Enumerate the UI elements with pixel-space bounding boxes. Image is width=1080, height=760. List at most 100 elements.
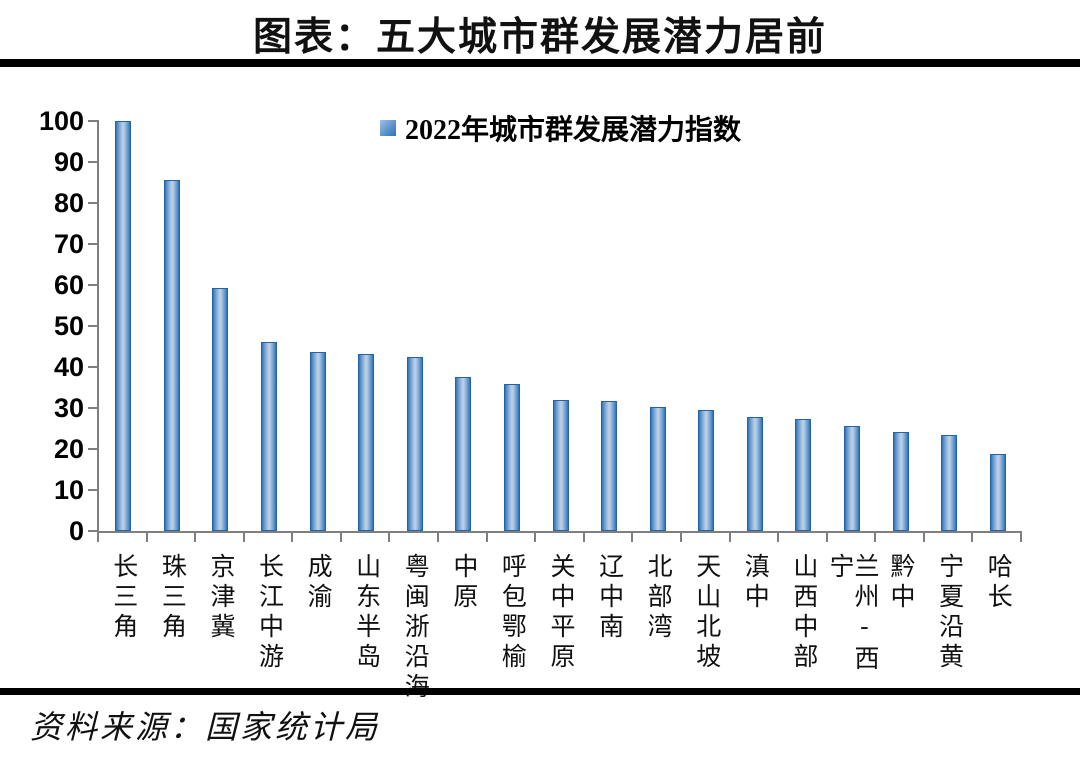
x-axis-category: 中原	[439, 553, 488, 703]
y-axis-tick	[88, 201, 97, 204]
bar	[455, 377, 472, 531]
x-axis-category-label: 长江中游	[255, 553, 283, 673]
bar	[601, 401, 618, 531]
x-axis-tick	[145, 531, 148, 542]
y-axis-tick-label: 0	[68, 516, 84, 546]
x-axis-category: 滇中	[731, 553, 780, 703]
page-title: 图表：五大城市群发展潜力居前	[252, 16, 827, 59]
bar	[406, 356, 423, 531]
x-axis-category-label: 呼包鄂榆	[498, 553, 526, 673]
x-axis-category-label: 天山北坡	[692, 553, 720, 673]
x-axis-category-label: 北部湾	[644, 553, 672, 643]
x-axis-tick	[631, 531, 634, 542]
y-axis-tick	[88, 242, 97, 245]
y-axis-tick-label: 90	[53, 146, 84, 177]
y-axis-tick-label: 40	[53, 351, 84, 382]
x-axis-category: 长江中游	[245, 553, 294, 703]
x-axis-category: 长三角	[99, 553, 148, 703]
x-axis-category-label: 长三角	[109, 553, 137, 643]
x-axis-category: 宁夏沿黄	[925, 553, 974, 703]
x-axis-tick	[582, 531, 585, 542]
x-axis-category: 珠三角	[148, 553, 197, 703]
x-axis-category-label: 粤闽浙沿海	[401, 553, 429, 703]
x-axis-tick	[242, 531, 245, 542]
x-axis-category: 北部湾	[633, 553, 682, 703]
x-axis-tick	[97, 531, 99, 542]
x-axis-line	[97, 531, 1022, 533]
y-axis-tick-label: 10	[53, 474, 84, 505]
x-axis-category: 关中平原	[536, 553, 585, 703]
bar	[163, 180, 180, 531]
x-axis-category-label: 中原	[449, 553, 477, 613]
y-axis-line	[97, 119, 99, 533]
bar	[358, 354, 375, 531]
bar	[503, 383, 520, 531]
x-axis-tick	[437, 531, 440, 542]
x-axis-tick	[485, 531, 488, 542]
x-axis-tick	[534, 531, 537, 542]
x-axis-tick	[728, 531, 731, 542]
x-axis-category-label: 黔中	[887, 553, 915, 613]
y-axis-tick	[88, 488, 97, 491]
chart-legend: 2022年城市群发展潜力指数	[99, 113, 1022, 146]
x-axis-category-label: 关中平原	[546, 553, 574, 673]
bar	[115, 120, 132, 531]
x-axis-category-label: 成渝	[304, 553, 332, 613]
y-axis-tick	[88, 447, 97, 450]
x-axis-category: 呼包鄂榆	[488, 553, 537, 703]
x-axis-category-label: 京津冀	[206, 553, 234, 643]
x-axis-category: 成渝	[293, 553, 342, 703]
x-axis-category-label: 珠三角	[158, 553, 186, 643]
x-axis-tick	[825, 531, 828, 542]
x-axis-category: 辽中南	[585, 553, 634, 703]
source-note: 资料来源：国家统计局	[30, 709, 381, 745]
x-axis-tick	[922, 531, 925, 542]
bar	[892, 431, 909, 531]
y-axis-tick	[88, 406, 97, 409]
y-axis-tick	[88, 283, 97, 286]
x-axis-category: 哈长	[973, 553, 1022, 703]
x-axis-category: 山东半岛	[342, 553, 391, 703]
bar	[698, 409, 715, 531]
x-axis-category-label: 滇中	[741, 553, 769, 613]
y-axis-tick	[88, 160, 97, 163]
x-axis-tick	[339, 531, 342, 542]
bar	[941, 434, 958, 531]
x-axis-tick	[291, 531, 294, 542]
x-axis-category-label: 兰州-西宁	[825, 553, 878, 675]
bar	[843, 425, 860, 531]
x-axis-category: 粤闽浙沿海	[390, 553, 439, 703]
y-axis-tick-label: 70	[53, 228, 84, 259]
y-axis-tick	[88, 365, 97, 368]
y-axis-tick-label: 50	[53, 310, 84, 341]
y-axis-tick	[88, 324, 97, 327]
x-axis-category-label: 辽中南	[595, 553, 623, 643]
x-axis-category-label: 哈长	[984, 553, 1012, 613]
legend-label: 2022年城市群发展潜力指数	[404, 115, 741, 146]
x-axis-category: 兰州-西宁	[825, 553, 878, 703]
x-axis-category-label: 山东半岛	[352, 553, 380, 673]
x-axis-tick	[874, 531, 877, 542]
y-axis-tick-label: 30	[53, 392, 84, 423]
y-axis-tick-label: 100	[38, 105, 84, 136]
x-axis-tick	[194, 531, 197, 542]
x-axis-category-label: 宁夏沿黄	[935, 553, 963, 673]
top-divider	[0, 59, 1080, 67]
bar	[795, 419, 812, 531]
y-axis-tick	[88, 530, 97, 532]
x-axis-category: 山西中部	[779, 553, 828, 703]
y-axis-tick-label: 80	[53, 187, 84, 218]
y-axis-tick	[88, 119, 97, 122]
bar	[309, 352, 326, 531]
legend-swatch-icon	[379, 120, 396, 136]
bar	[261, 342, 278, 531]
bar	[989, 453, 1006, 531]
x-axis-tick	[388, 531, 391, 542]
x-axis-tick	[679, 531, 682, 542]
x-axis-category-label: 山西中部	[789, 553, 817, 673]
x-axis-category: 京津冀	[196, 553, 245, 703]
x-axis-category: 天山北坡	[682, 553, 731, 703]
bottom-divider	[0, 688, 1080, 695]
y-axis-tick-label: 60	[53, 269, 84, 300]
